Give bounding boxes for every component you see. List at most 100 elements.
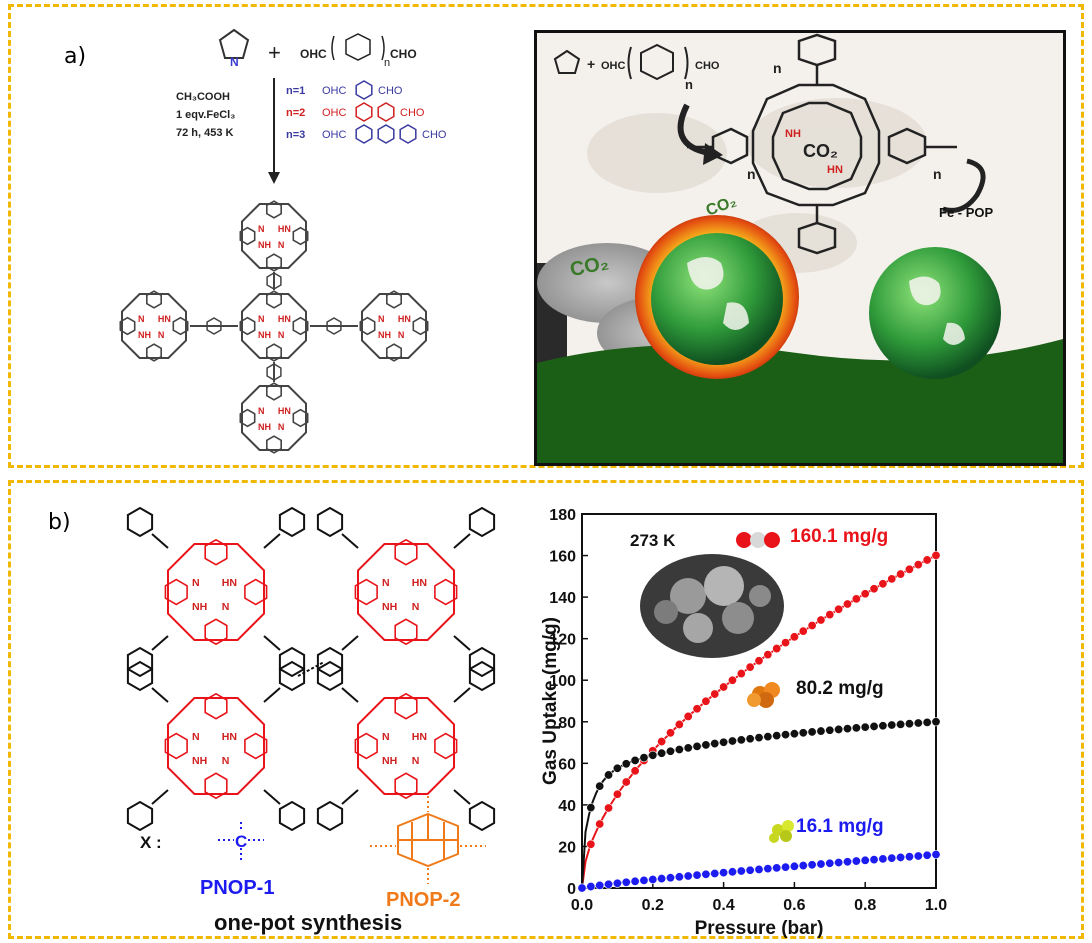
pyrrole-ring [266,290,282,309]
series-annotation: 160.1 mg/g [790,526,888,547]
meso-bond [341,687,359,703]
n-variant-ring [377,124,395,144]
data-point [754,656,764,666]
porphyrin-nitrogen: N [258,406,265,416]
porphyrin-macrocycle [167,697,265,795]
data-point [851,723,861,733]
data-point [798,626,808,636]
photo-cho: CHO [695,60,720,72]
panel-a-label: a) [64,44,87,69]
data-point [807,621,817,631]
data-point [789,861,799,871]
linker-phenyl [266,272,282,290]
photo-nh: NH [785,128,801,140]
data-point [931,717,941,727]
data-point [834,604,844,614]
condition-acid: CH₃COOH [176,91,230,103]
pnop1-label: PNOP-1 [200,877,274,899]
x-tick-label: 1.0 [925,897,947,914]
n-variant-ring [377,102,395,122]
data-point [648,874,658,884]
meso-phenyl-ring [126,800,154,832]
data-point [781,862,791,872]
data-point [719,737,729,747]
linker-phenyl [206,317,222,335]
pyrrole-ring [394,618,418,646]
meso-bond [453,687,471,703]
data-point [798,861,808,871]
data-point [692,870,702,880]
pyrrole-ring [354,732,378,760]
co2-capture-illustration: + OHC n CHO n n n n NH HN C [534,30,1066,466]
data-point [657,737,667,747]
data-point [904,852,914,862]
pyrrole-structure: N [218,28,250,69]
data-point [789,632,799,642]
data-point [931,550,941,560]
data-point [913,560,923,570]
porphyrin-nitrogen: HN [412,577,427,589]
porphyrin-macrocycle [121,293,187,359]
panel-a [8,4,1084,468]
porphyrin-nitrogen: N [192,731,200,743]
meso-phenyl-ring [278,800,306,832]
meso-phenyl-ring [126,646,154,678]
y-tick-label: 60 [558,756,576,773]
pyrrole-ring [239,408,256,428]
data-point [922,717,932,727]
data-point [816,859,826,869]
pyrrole-ring [292,408,309,428]
meso-phenyl-ring [468,506,496,538]
x-tick-label: 0.0 [571,897,593,914]
data-point [586,882,596,892]
data-point [683,711,693,721]
meso-bond [151,687,169,703]
svg-text:n: n [773,60,782,76]
data-point [674,719,684,729]
data-point [648,750,658,760]
data-point [719,682,729,692]
data-point [763,650,773,660]
data-point [896,569,906,579]
reaction-conditions: CH₃COOH 1 eqv.FeCl₃ 72 h, 453 K [176,91,235,139]
n-variant-ring [355,124,373,144]
pyrrole-ring [204,772,228,800]
panel-b [8,480,1084,939]
pyrrole-ring [394,538,418,566]
n-variant-left: OHC [322,85,347,97]
photo-co2-center: CO₂ [803,141,838,161]
porphyrin-nitrogen: N [138,314,145,324]
pyrrole-ring [434,578,458,606]
y-tick-label: 140 [549,590,576,607]
data-point [816,726,826,736]
data-point [825,610,835,620]
data-point [842,599,852,609]
data-point [896,719,906,729]
meso-phenyl-ring [316,646,344,678]
y-axis-label: Gas Uptake (mg/g) [540,617,561,785]
pyrrole-ring [394,692,418,720]
x-tick-label: 0.4 [712,897,734,914]
data-point [612,789,622,799]
data-point [674,745,684,755]
porphyrin-nitrogen: NH [378,330,391,340]
data-point [904,719,914,729]
svg-text:N: N [230,55,239,69]
porphyrin-nitrogen: N [222,601,230,613]
data-point [745,734,755,744]
meso-bond [341,635,359,651]
data-point [887,853,897,863]
n-variant-right: CHO [422,129,447,141]
meso-phenyl-ring [468,800,496,832]
ground [537,339,1063,463]
panel-b-label: b) [48,510,71,535]
meso-phenyl-ring [468,660,496,692]
pyrrole-ring [292,316,309,336]
x-tick-label: 0.8 [854,897,876,914]
data-point [595,880,605,890]
porphyrin-nitrogen: HN [222,577,237,589]
reagent-cho: CHO [390,47,417,61]
y-tick-label: 80 [558,715,576,732]
porphyrin-nitrogen: N [192,577,200,589]
